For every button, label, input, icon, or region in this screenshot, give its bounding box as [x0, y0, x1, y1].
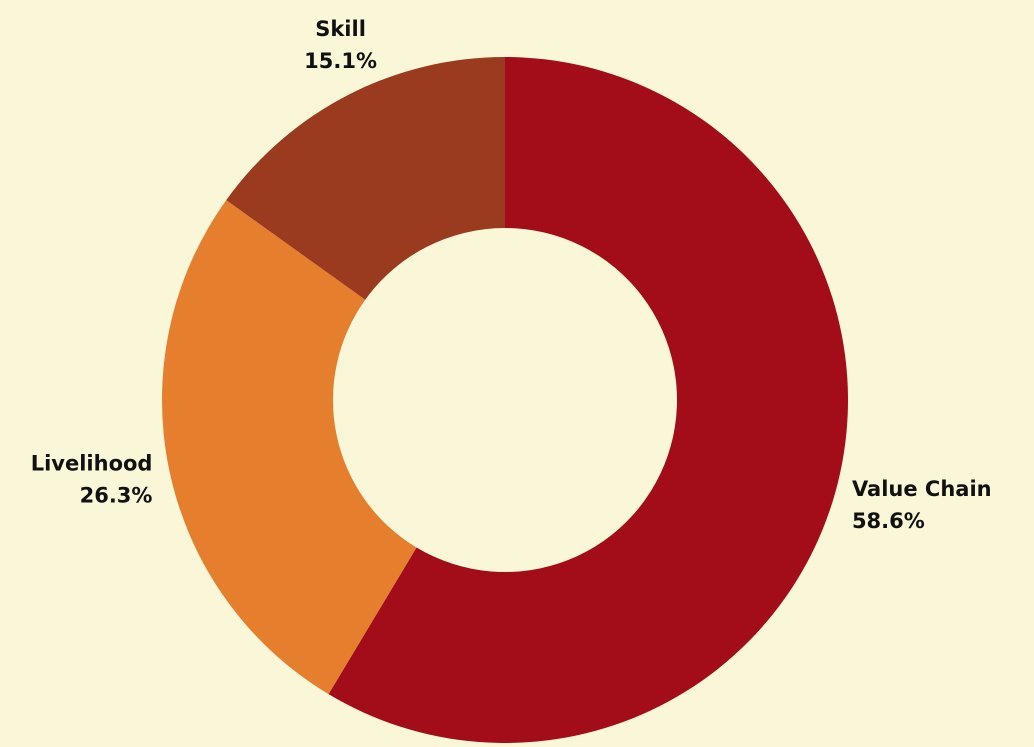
slice-value: 15.1% [304, 49, 377, 73]
donut-slice [226, 57, 505, 300]
slice-label: Skill [315, 17, 366, 41]
slice-value: 58.6% [852, 509, 925, 533]
slice-label: Value Chain [852, 477, 992, 501]
donut-slice [162, 200, 417, 695]
slice-label: Livelihood [31, 452, 153, 476]
donut-slice [328, 57, 848, 743]
slice-value: 26.3% [80, 484, 153, 508]
